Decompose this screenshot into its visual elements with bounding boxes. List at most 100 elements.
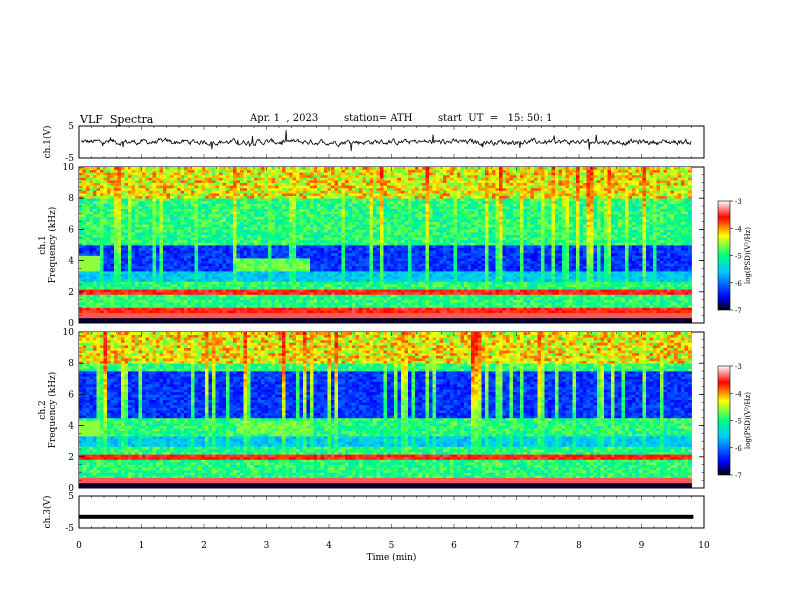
ch1-spectrogram-cell (191, 169, 195, 173)
ch1-spectrogram-cell (96, 312, 101, 316)
ch1-spectrogram-cell (180, 299, 185, 303)
ch1-spectrogram-cell (331, 273, 335, 277)
ch1-spectrogram-cell (338, 203, 342, 207)
ch1-spectrogram-cell (313, 276, 318, 280)
ch1-spectrogram-cell (152, 281, 157, 285)
ch1-spectrogram-cell (201, 278, 206, 282)
station-label: station= ATH (344, 113, 412, 124)
ch1-spectrogram-cell (334, 291, 339, 295)
ch1-spectrogram-cell (320, 289, 325, 293)
ch1-spectrogram-cell (250, 237, 255, 241)
ch1-spectrogram-cell (138, 213, 143, 217)
ch1-spectrogram-cell (303, 229, 307, 233)
ch1-spectrogram-cell (117, 276, 122, 280)
ch1-spectrogram-cell (100, 302, 104, 306)
ch1-spectrogram-cell (142, 278, 146, 282)
ch1-spectrogram-cell (138, 226, 143, 230)
ch1-spectrogram-cell (138, 284, 143, 287)
ch1-spectrogram-cell (184, 281, 188, 285)
ch1-spectrogram-cell (173, 169, 178, 173)
ch1-spectrogram-cell (233, 206, 237, 209)
ch1-spectrogram-cell (352, 195, 356, 199)
ch1-spectrogram-cell (184, 187, 188, 191)
ch1-spectrogram-cell (341, 200, 346, 204)
ch1-spectrogram-cell (327, 195, 332, 199)
ch1-spectrogram-cell (229, 273, 234, 277)
ch1-spectrogram-cell (135, 284, 139, 287)
ch1-spectrogram-cell (264, 265, 269, 269)
ch1-spectrogram-cell (117, 182, 122, 186)
ch1-spectrogram-cell (271, 182, 276, 186)
ch1-spectrogram-cell (198, 193, 202, 196)
ch1-spectrogram-cell (282, 221, 286, 225)
ch1-spectrogram-cell (201, 281, 206, 285)
ch1-spectrogram-cell (348, 229, 353, 233)
ch1-spectrogram-cell (93, 185, 97, 189)
ch1-spectrogram-cell (180, 237, 185, 241)
ch1-spectrogram-cell (334, 221, 339, 225)
ch1-spectrogram-cell (250, 242, 255, 246)
ch1-spectrogram-cell (247, 185, 251, 189)
ch1-spectrogram-cell (156, 187, 160, 191)
ch1-spectrogram-cell (310, 268, 314, 272)
ch1-spectrogram-cell (149, 302, 153, 306)
ch1-spectrogram-cell (362, 278, 367, 282)
ch1-spectrogram-cell (166, 213, 171, 217)
ch1-spectrogram-cell (292, 278, 297, 282)
ch1-spectrogram-cell (268, 190, 272, 194)
ch1-spectrogram-cell (121, 177, 125, 181)
ch1-spectrogram-cell (166, 206, 171, 209)
ch1-spectrogram-cell (257, 169, 262, 173)
ch1-spectrogram-cell (264, 177, 269, 181)
ch1-spectrogram-cell (163, 299, 167, 303)
ch1-spectrogram-cell (173, 211, 178, 215)
ch1-spectrogram-cell (348, 265, 353, 269)
ch1-spectrogram-cell (341, 250, 346, 254)
ch1-spectrogram-cell (93, 255, 97, 259)
ch1-spectrogram-cell (362, 245, 367, 248)
ch1-spectrogram-cell (201, 195, 206, 199)
ch1-spectrogram-cell (285, 271, 290, 274)
ch1-spectrogram-cell (124, 167, 129, 170)
ch1-spectrogram-cell (135, 242, 139, 246)
ch1-spectrogram-cell (117, 302, 122, 306)
ch1-spectrogram-cell (310, 167, 314, 170)
ch1-spectrogram-cell (345, 195, 349, 199)
ch1-spectrogram-cell (93, 187, 97, 191)
ch1-spectrogram-cell (100, 234, 104, 238)
ch1-spectrogram-cell (327, 216, 332, 220)
ch1-spectrogram-cell (170, 263, 174, 267)
ch1-spectrogram-cell (264, 312, 269, 316)
ch1-spectrogram-cell (128, 180, 132, 183)
ch1-spectrogram-cell (345, 232, 349, 235)
ch1-spectrogram-cell (222, 167, 227, 170)
ch1-spectrogram-cell (135, 198, 139, 202)
ch1-spectrogram-cell (296, 302, 300, 306)
ch1-spectrogram-cell (128, 263, 132, 267)
ch1-spectrogram-cell (345, 294, 349, 298)
ch1-spectrogram-cell (359, 203, 363, 207)
ch1-spectrogram-cell (159, 271, 164, 274)
ch1-spectrogram-cell (292, 245, 297, 248)
ch1-spectrogram-cell (166, 172, 171, 176)
ch1-spectrogram-cell (264, 286, 269, 290)
ch1-spectrogram-cell (229, 281, 234, 285)
ch1-spectrogram-cell (359, 263, 363, 267)
ch1-spectrogram-cell (243, 167, 248, 170)
ch1-spectrogram-cell (191, 265, 195, 269)
ch1-spectrogram-cell (233, 180, 237, 183)
ch1-spectrogram-cell (205, 224, 209, 228)
ch1-spectrogram-cell (145, 258, 150, 261)
ch1-spectrogram-cell (177, 258, 181, 261)
ch1-spectrogram-cell (86, 245, 90, 248)
ch1-spectrogram-cell (240, 263, 244, 267)
ch1-spectrogram-cell (310, 299, 314, 303)
ch1-spectrogram-cell (296, 307, 300, 311)
ch1-spectrogram-cell (121, 268, 125, 272)
ch1-spectrogram-cell (212, 310, 216, 313)
ch1-spectrogram-cell (366, 180, 370, 183)
ch1-spectrogram-cell (320, 182, 325, 186)
ch1-spectrogram-cell (226, 237, 230, 241)
ch1-spectrogram-cell (145, 260, 150, 264)
ch1-spectrogram-cell (222, 193, 227, 196)
